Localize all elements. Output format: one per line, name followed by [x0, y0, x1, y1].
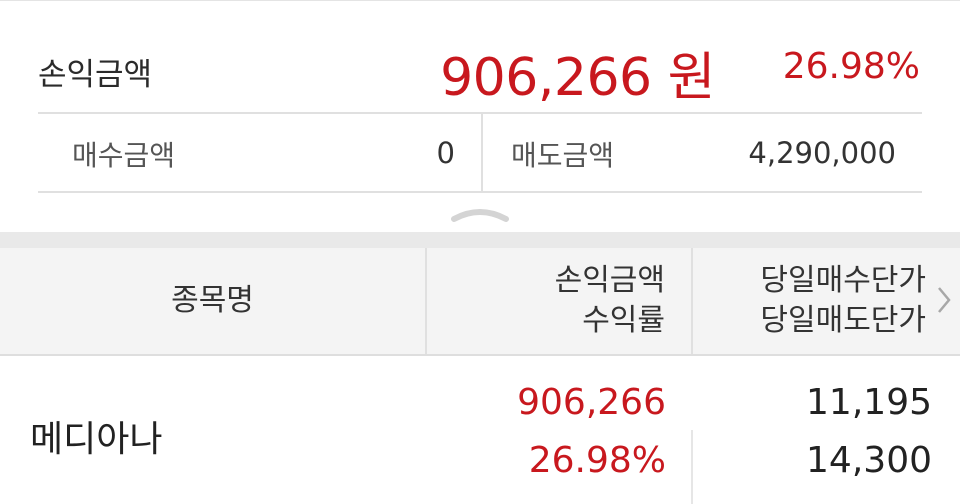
sell-amount-cell: 매도금액 4,290,000: [483, 114, 922, 191]
header-sell-price-label: 당일매도단가: [760, 303, 926, 338]
section-gap: [0, 232, 960, 248]
sell-amount-value: 4,290,000: [748, 136, 896, 170]
header-profit-label: 손익금액: [554, 263, 665, 298]
profit-summary-panel: 손익금액 906,266 원 26.98% 매수금액 0 매도금액 4,290,…: [0, 0, 960, 232]
profit-amount: 906,266 원: [440, 48, 715, 108]
table-header: 종목명 손익금액 수익률 당일매수단가 당일매도단가: [0, 248, 960, 356]
chevron-right-icon[interactable]: [936, 284, 952, 324]
header-price[interactable]: 당일매수단가 당일매도단가: [693, 248, 960, 354]
divider: [481, 114, 483, 191]
header-stock-name-label: 종목명: [171, 283, 254, 318]
header-rate-label: 수익률: [582, 303, 665, 338]
divider: [38, 112, 922, 114]
column-divider: [425, 248, 427, 354]
header-buy-price-label: 당일매수단가: [760, 263, 926, 298]
profit-rate: 26.98%: [782, 46, 920, 87]
sell-amount-label: 매도금액: [511, 139, 615, 172]
total-profit-row: 손익금액 906,266 원 26.98%: [38, 31, 920, 111]
profit-label: 손익금액: [38, 57, 153, 93]
row-profit-amount: 906,266: [517, 382, 666, 423]
buy-amount-cell: 매수금액 0: [38, 114, 481, 191]
header-profit[interactable]: 손익금액 수익률: [427, 248, 691, 354]
row-profit-rate: 26.98%: [528, 440, 666, 481]
buy-amount-value: 0: [436, 136, 455, 170]
stock-name: 메디아나: [30, 419, 163, 460]
column-divider: [691, 430, 693, 504]
table-row[interactable]: 메디아나 906,266 26.98% 11,195 14,300: [0, 358, 960, 504]
row-buy-price: 11,195: [806, 382, 932, 423]
row-sell-price: 14,300: [806, 440, 932, 481]
header-stock-name[interactable]: 종목명: [0, 248, 425, 354]
chevron-up-icon[interactable]: [450, 204, 510, 224]
column-divider: [691, 248, 693, 354]
divider: [38, 191, 922, 193]
buy-amount-label: 매수금액: [72, 139, 176, 172]
